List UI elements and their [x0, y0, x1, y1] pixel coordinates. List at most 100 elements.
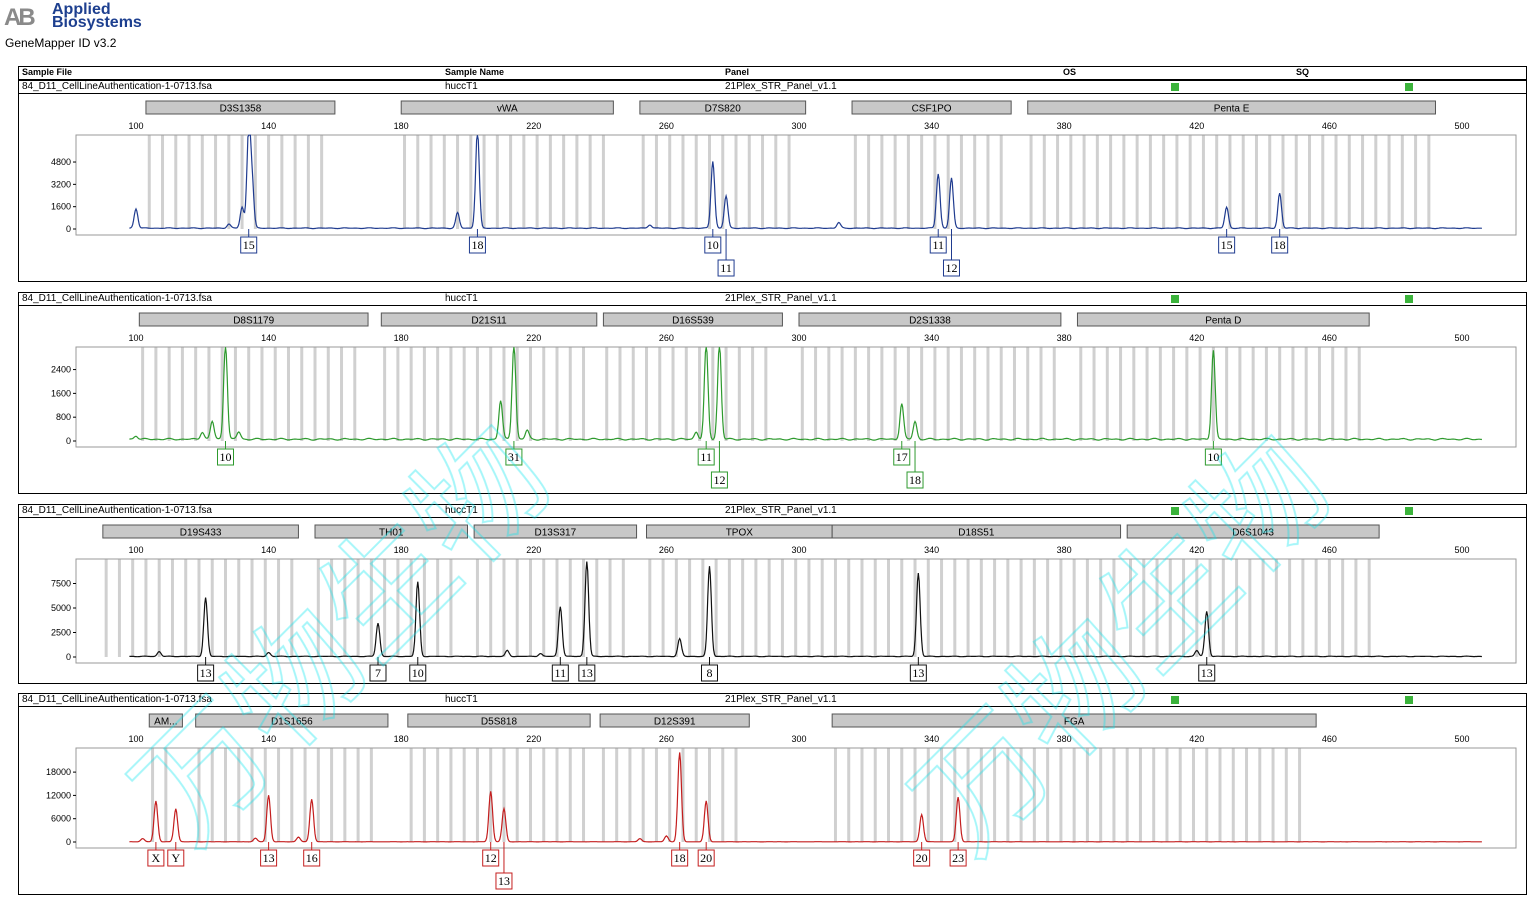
allele-bin: [224, 748, 228, 842]
marker-label: Penta D: [1205, 316, 1241, 327]
allele-call-box: [913, 849, 931, 867]
col-panel[interactable]: Panel: [725, 67, 750, 77]
marker-tpox[interactable]: TPOX: [646, 524, 833, 539]
marker-pentad[interactable]: Penta D: [1076, 312, 1370, 327]
allele-call[interactable]: X: [147, 842, 165, 867]
sample-info-row[interactable]: 84_D11_CellLineAuthentication-1-0713.fsa…: [19, 694, 1526, 707]
x-tick-label: 260: [659, 545, 674, 555]
allele-call[interactable]: 11: [551, 657, 569, 682]
col-sample-name[interactable]: Sample Name: [445, 67, 505, 77]
allele-bin: [535, 135, 539, 229]
allele-call[interactable]: 8: [700, 657, 718, 682]
allele-call[interactable]: 10: [217, 441, 235, 466]
sample-file-value: 84_D11_CellLineAuthentication-1-0713.fsa: [22, 694, 212, 705]
allele-call[interactable]: 10: [704, 229, 722, 254]
allele-call[interactable]: 31: [505, 441, 523, 466]
allele-call[interactable]: 18: [1271, 229, 1289, 254]
allele-call[interactable]: 13: [197, 657, 215, 682]
allele-call[interactable]: 7: [369, 657, 387, 682]
allele-call[interactable]: 12: [942, 229, 960, 277]
allele-bin: [489, 559, 493, 657]
marker-d16s539[interactable]: D16S539: [602, 312, 783, 327]
marker-d2s1338[interactable]: D2S1338: [798, 312, 1062, 327]
x-tick-label: 340: [924, 333, 939, 343]
marker-d18s51[interactable]: D18S51: [831, 524, 1122, 539]
marker-d19s433[interactable]: D19S433: [102, 524, 299, 539]
allele-bin: [320, 135, 324, 229]
col-os[interactable]: OS: [1063, 67, 1077, 77]
allele-call[interactable]: 10: [1204, 441, 1222, 466]
allele-call[interactable]: 11: [697, 441, 715, 466]
marker-d12s391[interactable]: D12S391: [599, 713, 750, 728]
allele-call[interactable]: 15: [1218, 229, 1236, 254]
allele-call[interactable]: 12: [482, 842, 500, 867]
allele-bin: [436, 748, 440, 842]
allele-bin: [1308, 135, 1312, 229]
allele-call[interactable]: 10: [409, 657, 427, 682]
os-quality-indicator: [1171, 507, 1179, 515]
x-tick-label: 340: [924, 734, 939, 744]
marker-am[interactable]: AM...: [148, 713, 183, 728]
marker-d21s11[interactable]: D21S11: [380, 312, 598, 327]
allele-bin: [979, 559, 983, 657]
allele-bin: [761, 135, 765, 229]
allele-bin: [993, 748, 997, 842]
allele-bin: [887, 748, 891, 842]
marker-d13s317[interactable]: D13S317: [473, 524, 638, 539]
allele-bin: [724, 347, 728, 441]
y-tick-label: 0: [66, 224, 71, 234]
allele-bin: [694, 748, 698, 842]
allele-call-label: 18: [1274, 238, 1286, 252]
allele-call[interactable]: 15: [240, 229, 258, 254]
allele-call[interactable]: 16: [303, 842, 321, 867]
electropherogram-panel-green: 84_D11_CellLineAuthentication-1-0713.fsa…: [18, 292, 1527, 494]
allele-bin: [787, 135, 791, 229]
marker-box: [831, 524, 1122, 539]
allele-bin: [1059, 559, 1063, 657]
allele-bin: [1367, 559, 1371, 657]
allele-call[interactable]: 23: [949, 842, 967, 867]
marker-d5s818[interactable]: D5S818: [407, 713, 591, 728]
allele-call[interactable]: 18: [906, 441, 924, 489]
allele-call[interactable]: 20: [697, 842, 715, 867]
allele-call[interactable]: 13: [260, 842, 278, 867]
marker-pentae[interactable]: Penta E: [1027, 100, 1436, 115]
marker-d3s1358[interactable]: D3S1358: [145, 100, 336, 115]
marker-vwa[interactable]: vWA: [400, 100, 614, 115]
allele-call[interactable]: 17: [893, 441, 911, 466]
allele-bin: [1414, 135, 1418, 229]
sample-info-row[interactable]: 84_D11_CellLineAuthentication-1-0713.fsa…: [19, 505, 1526, 518]
allele-bin: [1148, 135, 1152, 229]
allele-call[interactable]: 18: [468, 229, 486, 254]
allele-call[interactable]: 11: [929, 229, 947, 254]
allele-bin: [953, 748, 957, 842]
allele-call[interactable]: 13: [909, 657, 927, 682]
allele-call[interactable]: 13: [578, 657, 596, 682]
marker-th01[interactable]: TH01: [314, 524, 469, 539]
allele-call[interactable]: 12: [710, 441, 728, 489]
marker-csf1po[interactable]: CSF1PO: [851, 100, 1012, 115]
allele-call[interactable]: 13: [495, 842, 513, 890]
allele-bin: [654, 135, 658, 229]
x-tick-label: 500: [1454, 121, 1469, 131]
allele-call[interactable]: 13: [1198, 657, 1216, 682]
marker-fga[interactable]: FGA: [831, 713, 1317, 728]
x-tick-label: 140: [261, 333, 276, 343]
col-sq[interactable]: SQ: [1296, 67, 1310, 77]
allele-call[interactable]: Y: [167, 842, 185, 867]
y-tick-label: 6000: [51, 814, 71, 824]
marker-d7s820[interactable]: D7S820: [639, 100, 807, 115]
sample-info-row[interactable]: 84_D11_CellLineAuthentication-1-0713.fsa…: [19, 293, 1526, 306]
marker-d6s1043[interactable]: D6S1043: [1126, 524, 1380, 539]
marker-box: [407, 713, 591, 728]
col-sample-file[interactable]: Sample File: [22, 67, 73, 77]
allele-call[interactable]: 11: [717, 229, 735, 277]
brand-line-2: Biosystems: [52, 14, 142, 31]
marker-box: [599, 713, 750, 728]
marker-d1s1656[interactable]: D1S1656: [195, 713, 389, 728]
allele-call[interactable]: 18: [671, 842, 689, 867]
allele-call[interactable]: 20: [913, 842, 931, 867]
allele-call-box: [482, 849, 500, 867]
marker-d8s1179[interactable]: D8S1179: [138, 312, 369, 327]
sample-info-row[interactable]: 84_D11_CellLineAuthentication-1-0713.fsa…: [19, 81, 1526, 94]
